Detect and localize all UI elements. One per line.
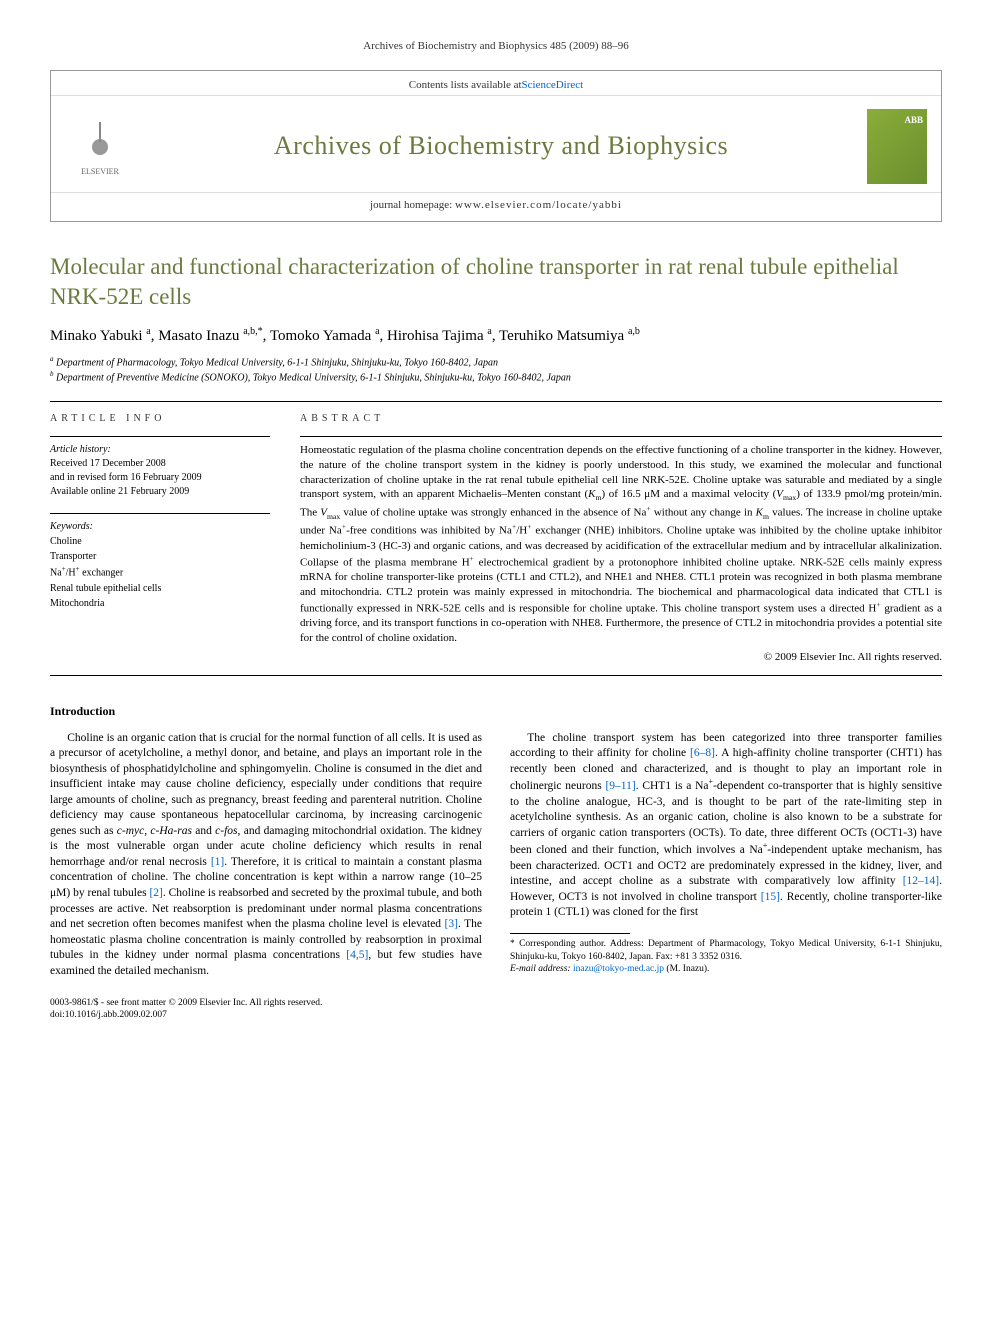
citation-link[interactable]: [12–14] — [903, 875, 939, 887]
keyword: Choline — [50, 535, 270, 549]
article-title: Molecular and functional characterizatio… — [50, 252, 942, 312]
abstract-copyright: © 2009 Elsevier Inc. All rights reserved… — [300, 650, 942, 665]
journal-homepage-row: journal homepage: www.elsevier.com/locat… — [51, 192, 941, 221]
keyword: Mitochondria — [50, 597, 270, 611]
journal-banner: Contents lists available at ScienceDirec… — [50, 70, 942, 222]
article-info-divider-2 — [50, 513, 270, 514]
introduction-heading: Introduction — [50, 704, 942, 719]
article-info-divider-1 — [50, 436, 270, 437]
homepage-label: journal homepage: — [370, 199, 455, 211]
abstract-heading: ABSTRACT — [300, 412, 942, 426]
article-history-label: Article history: — [50, 443, 270, 457]
affiliations: a Department of Pharmacology, Tokyo Medi… — [50, 355, 942, 386]
keyword: Renal tubule epithelial cells — [50, 582, 270, 596]
body-columns: Choline is an organic cation that is cru… — [50, 731, 942, 979]
keyword: Transporter — [50, 550, 270, 564]
online-date: Available online 21 February 2009 — [50, 485, 270, 499]
divider-bottom — [50, 675, 942, 676]
article-info-column: ARTICLE INFO Article history: Received 1… — [50, 412, 270, 664]
affiliation-a: a Department of Pharmacology, Tokyo Medi… — [50, 355, 942, 370]
journal-title: Archives of Biochemistry and Biophysics — [135, 131, 867, 161]
elsevier-tree-icon — [75, 117, 125, 167]
citation-link[interactable]: [2] — [149, 887, 162, 899]
citation-link[interactable]: [9–11] — [605, 780, 635, 792]
citation-link[interactable]: [6–8] — [690, 747, 715, 759]
abstract-divider — [300, 436, 942, 437]
contents-list-row: Contents lists available at ScienceDirec… — [51, 71, 941, 95]
citation-link[interactable]: [3] — [445, 918, 458, 930]
issn-line: 0003-9861/$ - see front matter © 2009 El… — [50, 997, 322, 1009]
keywords-list: Choline Transporter Na+/H+ exchanger Ren… — [50, 535, 270, 610]
footnote-separator — [510, 933, 630, 934]
page-footer: 0003-9861/$ - see front matter © 2009 El… — [50, 997, 942, 1022]
intro-para-2: The choline transport system has been ca… — [510, 731, 942, 921]
elsevier-publisher-label: ELSEVIER — [81, 167, 119, 176]
running-head: Archives of Biochemistry and Biophysics … — [50, 40, 942, 52]
abstract-column: ABSTRACT Homeostatic regulation of the p… — [300, 412, 942, 664]
author-list: Minako Yabuki a, Masato Inazu a,b,*, Tom… — [50, 326, 942, 345]
intro-para-1: Choline is an organic cation that is cru… — [50, 731, 482, 979]
contents-label: Contents lists available at — [409, 79, 522, 91]
email-tail: (M. Inazu). — [666, 964, 709, 974]
elsevier-logo: ELSEVIER — [65, 106, 135, 186]
revised-date: and in revised form 16 February 2009 — [50, 471, 270, 485]
email-label: E-mail address: — [510, 964, 573, 974]
keyword: Na+/H+ exchanger — [50, 565, 270, 580]
doi-line: doi:10.1016/j.abb.2009.02.007 — [50, 1009, 322, 1021]
footnotes: * Corresponding author. Address: Departm… — [510, 938, 942, 976]
corresponding-author-note: * Corresponding author. Address: Departm… — [510, 938, 942, 964]
received-date: Received 17 December 2008 — [50, 457, 270, 471]
sciencedirect-link[interactable]: ScienceDirect — [522, 79, 584, 91]
keywords-label: Keywords: — [50, 520, 270, 534]
citation-link[interactable]: [1] — [211, 856, 224, 868]
email-link[interactable]: inazu@tokyo-med.ac.jp — [573, 964, 664, 974]
email-row: E-mail address: inazu@tokyo-med.ac.jp (M… — [510, 963, 942, 976]
divider-top — [50, 401, 942, 402]
affiliation-b: b Department of Preventive Medicine (SON… — [50, 370, 942, 385]
citation-link[interactable]: [4,5] — [346, 949, 368, 961]
citation-link[interactable]: [15] — [761, 891, 780, 903]
journal-cover-thumb — [867, 109, 927, 184]
abstract-text: Homeostatic regulation of the plasma cho… — [300, 443, 942, 646]
homepage-link[interactable]: www.elsevier.com/locate/yabbi — [455, 199, 622, 211]
article-info-heading: ARTICLE INFO — [50, 412, 270, 426]
